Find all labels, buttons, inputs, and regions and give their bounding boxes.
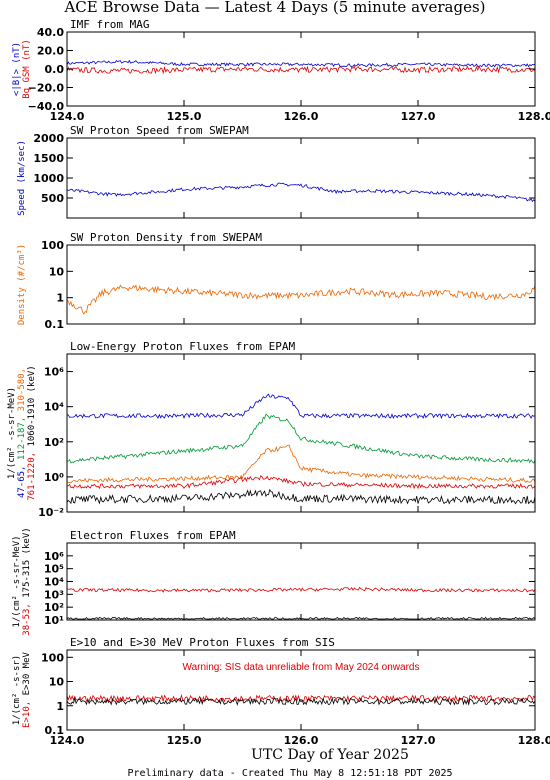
y-tick-label: 10² xyxy=(44,436,64,449)
y-tick-label: 10⁰ xyxy=(44,471,64,484)
y-axis-label-part: 38-53, xyxy=(22,598,32,636)
y-tick-label: 2000 xyxy=(33,132,64,145)
panel-title: Low-Energy Proton Fluxes from EPAM xyxy=(70,340,296,353)
y-axis-label-part: 47-65, xyxy=(17,460,27,498)
y-tick-label: 10⁴ xyxy=(44,576,64,589)
y-axis-label-line: 1/(cm² -s-sr-MeV) xyxy=(12,535,22,627)
x-axis-label: UTC Day of Year 2025 xyxy=(251,747,409,763)
y-tick-label: 10⁵ xyxy=(44,563,64,576)
y-axis-label-line: Bq GSM (nT) xyxy=(22,39,32,99)
plot-frame-epam_e xyxy=(66,542,536,621)
panel-density: SW Proton Density from SWEPAM 0.1 1 10 100 De… xyxy=(17,231,536,331)
series-line-density-0 xyxy=(66,284,536,315)
plot-frame-epam_p xyxy=(66,353,536,513)
y-tick-label: 0.1 xyxy=(45,318,65,331)
series-line-mag-0 xyxy=(66,59,536,68)
y-tick-label: −40.0 xyxy=(28,100,65,113)
series-line-epam_p-3 xyxy=(66,475,536,490)
y-axis-label-part: 1/(cm² -s-sr-MeV) xyxy=(12,535,22,627)
panel-epam_p: Low-Energy Proton Fluxes from EPAM 10⁻² 10… xyxy=(7,340,536,519)
panel-title: SW Proton Speed from SWEPAM xyxy=(70,124,249,137)
x-tick-label: 127.0 xyxy=(401,110,436,123)
y-tick-label: 10⁶ xyxy=(44,550,64,563)
y-tick-label: 1000 xyxy=(33,172,64,185)
y-tick-label: 10 xyxy=(49,676,65,689)
y-tick-label: 10³ xyxy=(44,588,64,601)
y-tick-label: 10 xyxy=(49,265,65,278)
panel-title: E>10 and E>30 MeV Proton Fluxes from SIS xyxy=(70,636,335,649)
x-tick-label: 128.0 xyxy=(518,734,550,747)
y-tick-label: 10² xyxy=(44,601,64,614)
y-tick-label: 0.0 xyxy=(45,63,65,76)
y-tick-label: 1 xyxy=(56,292,64,305)
y-tick-label: 1500 xyxy=(33,152,64,165)
y-axis-label-part: 175-315 (keV) xyxy=(22,527,32,597)
y-axis-label-line: 1/(cm² -s-sr-MeV) xyxy=(7,387,17,479)
panel-speed: SW Proton Speed from SWEPAM 500 1000 1500 20… xyxy=(17,124,536,219)
y-axis-label-line: 1/(cm² -s-sr) xyxy=(12,655,22,725)
plot-frame-density xyxy=(66,244,536,325)
x-tick-label: 124.0 xyxy=(50,110,85,123)
series-line-epam_p-0 xyxy=(66,393,536,420)
series-line-epam_p-2 xyxy=(66,444,536,484)
sis-warning-annotation: Warning: SIS data unreliable from May 20… xyxy=(183,662,420,673)
y-axis-label-line: Speed (km/sec) xyxy=(17,140,27,216)
y-tick-label: 10¹ xyxy=(44,614,64,627)
y-tick-label: 1 xyxy=(56,700,64,713)
series-line-sis-1 xyxy=(66,696,536,706)
series-line-epam_e-0 xyxy=(66,586,536,593)
panel-title: SW Proton Density from SWEPAM xyxy=(70,231,262,244)
y-tick-label: 100 xyxy=(41,651,64,664)
y-axis-label-line: E>10, E>30 MeV xyxy=(22,651,32,727)
x-tick-label: 125.0 xyxy=(167,734,202,747)
x-tick-label: 127.0 xyxy=(401,734,436,747)
y-axis-label-part: 1060-1910 (keV) xyxy=(27,365,37,446)
y-axis-label-part: 112-187, xyxy=(17,411,27,460)
y-axis-label-part: 1/(cm² -s-sr-MeV) xyxy=(7,387,17,479)
x-tick-label: 124.0 xyxy=(50,734,85,747)
y-tick-label: 0.1 xyxy=(45,724,65,737)
y-tick-label: 500 xyxy=(41,192,64,205)
panel-epam_e: Electron Fluxes from EPAM 10¹10²10³10⁴10⁵… xyxy=(12,527,536,636)
series-line-mag-1 xyxy=(66,65,536,75)
plot-frame-speed xyxy=(66,137,536,219)
y-tick-label: 20.0 xyxy=(37,45,64,58)
y-tick-label: 100 xyxy=(41,239,64,252)
y-axis-label-line: 761-1220, 1060-1910 (keV) xyxy=(27,365,37,500)
x-tick-label: 125.0 xyxy=(167,110,202,123)
y-axis-label-line: 47-65, 112-187, 310-580, xyxy=(17,368,27,498)
panel-title: IMF from MAG xyxy=(70,18,149,31)
footer-note: Preliminary data - Created Thu May 8 12:… xyxy=(127,768,452,779)
y-axis-label-line: 38-53, 175-315 (keV) xyxy=(22,527,32,635)
y-tick-label: 40.0 xyxy=(37,26,64,39)
panel-sis: E>10 and E>30 MeV Proton Fluxes from SIS… xyxy=(12,636,550,747)
y-tick-label: 10⁻² xyxy=(38,506,64,519)
x-tick-label: 128.0 xyxy=(518,110,550,123)
y-tick-label: 10⁴ xyxy=(44,401,64,414)
panel-title: Electron Fluxes from EPAM xyxy=(70,529,236,542)
y-tick-label: −20.0 xyxy=(28,82,65,95)
y-tick-label: 10⁶ xyxy=(44,366,64,379)
series-line-epam_p-4 xyxy=(66,488,536,505)
y-axis-label-part: 761-1220, xyxy=(27,447,37,501)
y-axis-label-line: <|B|> (nT) xyxy=(12,42,22,96)
y-axis-label-part: 1/(cm² -s-sr) xyxy=(12,655,22,725)
y-axis-label-line: Density (#/cm³) xyxy=(17,244,27,325)
x-tick-label: 126.0 xyxy=(284,734,319,747)
y-axis-label-part: E>30 MeV xyxy=(22,651,32,695)
x-tick-label: 126.0 xyxy=(284,110,319,123)
panel-mag: IMF from MAG −40.0 −20.0 0.0 20.0 40.0 124.0 12… xyxy=(12,18,550,123)
y-axis-label-part: 310-580, xyxy=(17,368,27,411)
series-line-epam_p-1 xyxy=(66,413,536,464)
series-line-speed-0 xyxy=(66,182,536,203)
figure-title: ACE Browse Data — Latest 4 Days (5 minut… xyxy=(63,0,485,16)
y-axis-label-part: E>10, xyxy=(22,695,32,728)
